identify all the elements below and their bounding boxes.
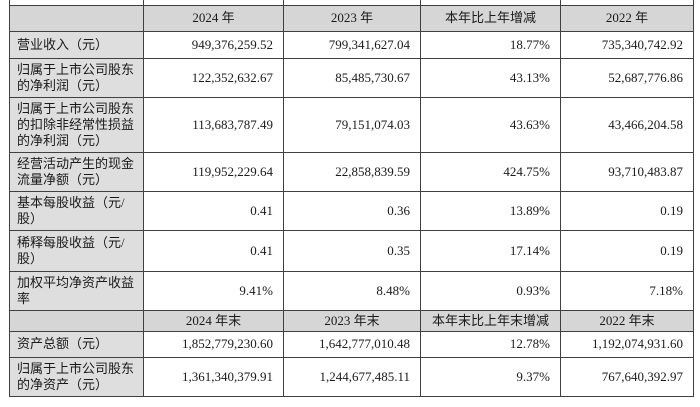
value-cell: 424.75%: [420, 151, 561, 192]
year-header-cell: 本年末比上年末增减: [420, 309, 561, 332]
row-label-cell: 归属于上市公司股东的净资产（元）: [9, 356, 144, 397]
value-cell: 1,642,777,010.48: [283, 330, 421, 358]
row-label-cell: 稀释每股收益（元/股）: [9, 229, 144, 272]
value-cell: 799,341,627.04: [283, 30, 421, 59]
year-header-cell: 本年比上年增减: [420, 4, 561, 32]
value-cell: 0.41: [143, 190, 284, 231]
row-label-cell: 归属于上市公司股东的扣除非经常性损益的净利润（元）: [9, 96, 144, 153]
value-cell: 18.77%: [420, 30, 561, 59]
corner-cell: [9, 309, 144, 332]
value-cell: 949,376,259.52: [143, 30, 284, 59]
row-label-cell: 资产总额（元）: [9, 330, 144, 358]
value-cell: 52,687,776.86: [560, 57, 694, 98]
table-row: 资产总额（元） 1,852,779,230.60 1,642,777,010.48 1…: [9, 330, 694, 358]
value-cell: 9.41%: [143, 270, 284, 311]
table-row: 基本每股收益（元/股） 0.41 0.36 13.89% 0.19: [9, 190, 694, 231]
value-cell: 79,151,074.03: [283, 96, 421, 153]
value-cell: 1,852,779,230.60: [143, 330, 284, 358]
header-row: 2024 年末 2023 年末 本年末比上年末增减 2022 年末: [9, 309, 694, 332]
year-header-cell: 2023 年: [283, 4, 421, 32]
value-cell: 1,192,074,931.60: [560, 330, 694, 358]
row-label-cell: 基本每股收益（元/股）: [9, 190, 144, 231]
value-cell: 0.19: [560, 229, 694, 272]
value-cell: 43.13%: [420, 57, 561, 98]
value-cell: 0.93%: [420, 270, 561, 311]
value-cell: 119,952,229.64: [143, 151, 284, 192]
value-cell: 22,858,839.59: [283, 151, 421, 192]
table-row: 归属于上市公司股东的扣除非经常性损益的净利润（元） 113,683,787.49 7…: [9, 96, 694, 153]
row-label-cell: 经营活动产生的现金流量净额（元）: [9, 151, 144, 192]
year-header-cell: 2022 年末: [560, 309, 694, 332]
value-cell: 0.36: [283, 190, 421, 231]
table-row: 稀释每股收益（元/股） 0.41 0.35 17.14% 0.19: [9, 229, 694, 272]
row-label-cell: 营业收入（元）: [9, 30, 144, 59]
value-cell: 1,244,677,485.11: [283, 356, 421, 397]
year-header-cell: 2022 年: [560, 4, 694, 32]
value-cell: 9.37%: [420, 356, 561, 397]
value-cell: 17.14%: [420, 229, 561, 272]
table-row: 营业收入（元） 949,376,259.52 799,341,627.04 18.77…: [9, 30, 694, 59]
financial-summary-table: 2024 年 2023 年本年比上年增减 2022 年营业收入（元） 949,376,…: [9, 0, 694, 397]
table-row: 经营活动产生的现金流量净额（元） 119,952,229.64 22,858,839…: [9, 151, 694, 192]
financial-summary-table-container: 2024 年 2023 年本年比上年增减 2022 年营业收入（元） 949,376,…: [9, 0, 694, 397]
table-row: 归属于上市公司股东的净资产（元） 1,361,340,379.91 1,244,67…: [9, 356, 694, 397]
value-cell: 113,683,787.49: [143, 96, 284, 153]
value-cell: 12.78%: [420, 330, 561, 358]
value-cell: 122,352,632.67: [143, 57, 284, 98]
value-cell: 93,710,483.87: [560, 151, 694, 192]
value-cell: 43.63%: [420, 96, 561, 153]
year-header-cell: 2023 年末: [283, 309, 421, 332]
value-cell: 85,485,730.67: [283, 57, 421, 98]
year-header-cell: 2024 年: [143, 4, 284, 32]
value-cell: 13.89%: [420, 190, 561, 231]
header-row: 2024 年 2023 年本年比上年增减 2022 年: [9, 4, 694, 32]
value-cell: 8.48%: [283, 270, 421, 311]
value-cell: 735,340,742.92: [560, 30, 694, 59]
table-row: 归属于上市公司股东的净利润（元） 122,352,632.67 85,485,730…: [9, 57, 694, 98]
financial-table-body: 2024 年 2023 年本年比上年增减 2022 年营业收入（元） 949,376,…: [9, 0, 694, 397]
row-label-cell: 加权平均净资产收益率: [9, 270, 144, 311]
value-cell: 0.41: [143, 229, 284, 272]
value-cell: 1,361,340,379.91: [143, 356, 284, 397]
cutoff-row: [9, 0, 694, 6]
corner-cell: [9, 4, 144, 32]
value-cell: 43,466,204.58: [560, 96, 694, 153]
value-cell: 7.18%: [560, 270, 694, 311]
table-row: 加权平均净资产收益率 9.41% 8.48% 0.93% 7.18%: [9, 270, 694, 311]
year-header-cell: 2024 年末: [143, 309, 284, 332]
value-cell: 767,640,392.97: [560, 356, 694, 397]
value-cell: 0.19: [560, 190, 694, 231]
value-cell: 0.35: [283, 229, 421, 272]
row-label-cell: 归属于上市公司股东的净利润（元）: [9, 57, 144, 98]
